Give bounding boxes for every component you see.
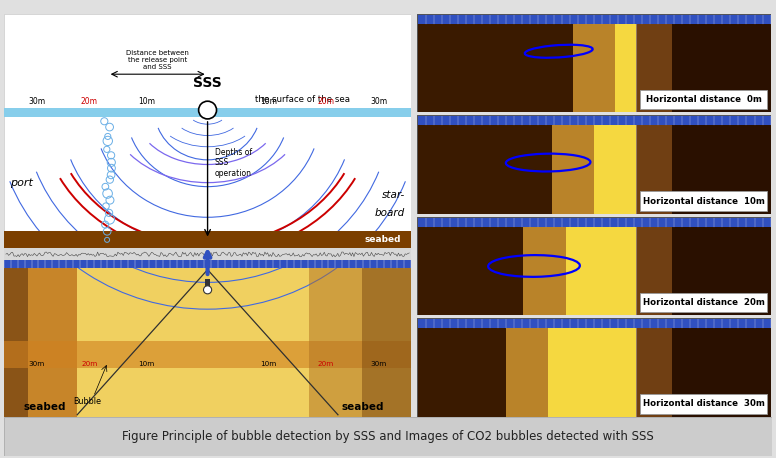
Bar bbox=[417, 217, 523, 315]
Bar bbox=[640, 90, 767, 109]
Bar bbox=[417, 14, 771, 24]
Bar bbox=[4, 267, 411, 417]
Text: 30m: 30m bbox=[370, 98, 387, 106]
Bar bbox=[636, 115, 672, 214]
Text: Horizontal distance  0m: Horizontal distance 0m bbox=[646, 95, 761, 104]
Text: 30m: 30m bbox=[371, 360, 386, 366]
Bar bbox=[506, 318, 548, 417]
Text: Figure Principle of bubble detection by SSS and Images of CO2 bubbles detected w: Figure Principle of bubble detection by … bbox=[122, 430, 654, 443]
Bar bbox=[636, 217, 771, 315]
Text: seabed: seabed bbox=[341, 402, 383, 412]
Text: Horizontal distance  10m: Horizontal distance 10m bbox=[643, 196, 764, 206]
Bar bbox=[4, 231, 411, 248]
Text: Horizontal distance  30m: Horizontal distance 30m bbox=[643, 399, 764, 409]
Text: port: port bbox=[10, 178, 33, 188]
Bar bbox=[636, 115, 771, 214]
Text: Depths of
SSS
operation: Depths of SSS operation bbox=[215, 148, 252, 178]
Bar bbox=[4, 109, 411, 117]
Text: seabed: seabed bbox=[365, 235, 401, 245]
Bar bbox=[362, 267, 411, 417]
Bar bbox=[205, 279, 210, 289]
Text: 20m: 20m bbox=[81, 360, 98, 366]
Bar bbox=[636, 14, 672, 113]
Bar bbox=[417, 115, 552, 214]
Text: the surface of the sea: the surface of the sea bbox=[255, 95, 350, 104]
Bar bbox=[4, 261, 411, 267]
Bar bbox=[636, 318, 771, 417]
Text: 20m: 20m bbox=[317, 98, 334, 106]
Bar bbox=[4, 267, 78, 417]
Bar bbox=[573, 14, 615, 113]
Bar bbox=[636, 318, 672, 417]
Text: Horizontal distance  20m: Horizontal distance 20m bbox=[643, 298, 764, 307]
Bar bbox=[4, 267, 29, 417]
Text: 10m: 10m bbox=[138, 98, 155, 106]
Bar bbox=[640, 394, 767, 414]
Bar bbox=[523, 217, 566, 315]
Bar bbox=[417, 115, 771, 125]
Text: SSS: SSS bbox=[193, 76, 222, 90]
Bar bbox=[4, 248, 411, 261]
Bar bbox=[4, 341, 411, 368]
Text: 30m: 30m bbox=[29, 360, 44, 366]
Circle shape bbox=[203, 286, 212, 294]
Bar bbox=[640, 293, 767, 312]
Bar bbox=[417, 318, 771, 328]
Bar bbox=[417, 217, 771, 227]
Bar bbox=[640, 191, 767, 211]
Bar bbox=[417, 318, 506, 417]
Bar bbox=[636, 217, 672, 315]
Text: 10m: 10m bbox=[260, 98, 277, 106]
Text: star-: star- bbox=[382, 190, 405, 200]
Text: Bubble: Bubble bbox=[74, 397, 102, 406]
Bar bbox=[636, 14, 771, 113]
Text: seabed: seabed bbox=[23, 402, 66, 412]
Text: 20m: 20m bbox=[81, 98, 98, 106]
Bar bbox=[417, 14, 573, 113]
Bar bbox=[552, 115, 594, 214]
Text: Distance between
the release point
and SSS: Distance between the release point and S… bbox=[126, 50, 189, 70]
Text: 20m: 20m bbox=[317, 360, 334, 366]
Text: 10m: 10m bbox=[261, 360, 277, 366]
Circle shape bbox=[199, 101, 217, 119]
Bar bbox=[310, 267, 411, 417]
Text: 30m: 30m bbox=[28, 98, 45, 106]
Text: 10m: 10m bbox=[138, 360, 154, 366]
Text: board: board bbox=[375, 208, 405, 218]
